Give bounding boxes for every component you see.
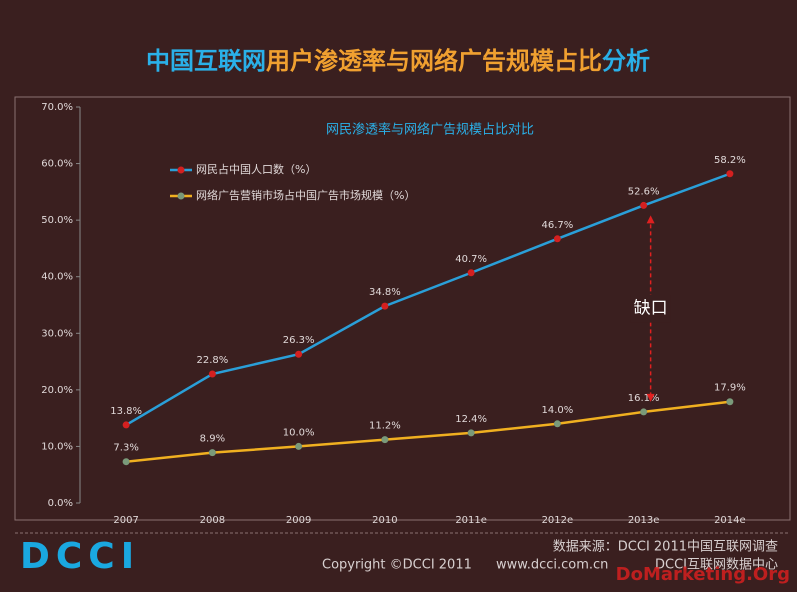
- y-tick-label: 10.0%: [41, 441, 73, 452]
- data-point: [381, 436, 389, 444]
- data-point: [640, 408, 648, 416]
- x-tick-label: 2011e: [455, 515, 487, 526]
- x-tick-label: 2012e: [542, 515, 574, 526]
- data-label: 17.9%: [714, 383, 746, 394]
- copyright: Copyright ©DCCI 2011: [322, 558, 472, 573]
- data-point: [726, 170, 734, 178]
- x-tick-label: 2008: [200, 515, 225, 526]
- x-tick-label: 2007: [113, 515, 138, 526]
- data-label: 26.3%: [283, 335, 315, 346]
- y-tick-label: 60.0%: [41, 159, 73, 170]
- data-label: 34.8%: [369, 287, 401, 298]
- data-point: [122, 421, 130, 429]
- data-point: [467, 429, 475, 437]
- series-line: [125, 172, 731, 427]
- data-label: 52.6%: [628, 186, 660, 197]
- legend-label: 网民占中国人口数（%）: [196, 162, 316, 176]
- y-tick-label: 30.0%: [41, 328, 73, 339]
- data-point: [122, 458, 130, 466]
- data-point: [553, 235, 561, 243]
- data-point: [381, 302, 389, 310]
- arrow-head: [646, 393, 655, 402]
- url: www.dcci.com.cn: [496, 558, 608, 573]
- y-tick-label: 0.0%: [48, 498, 73, 509]
- data-label: 46.7%: [541, 220, 573, 231]
- title-part: 中国互联网: [146, 47, 266, 75]
- annotation-bg: [630, 294, 671, 323]
- data-label: 58.2%: [714, 155, 746, 166]
- y-tick-label: 70.0%: [41, 102, 73, 113]
- org: DCCI互联网数据中心: [655, 558, 778, 573]
- data-label: 13.8%: [110, 406, 142, 417]
- data-label: 14.0%: [541, 405, 573, 416]
- data-point: [640, 201, 648, 209]
- data-point: [295, 442, 303, 450]
- chart-frame: [14, 96, 791, 521]
- data-point: [467, 269, 475, 277]
- title-part: 用户渗透率与网络广告规模占比: [266, 47, 602, 75]
- x-tick-label: 2013e: [628, 515, 660, 526]
- data-point: [553, 420, 561, 428]
- data-label: 11.2%: [369, 421, 401, 432]
- y-tick-label: 40.0%: [41, 272, 73, 283]
- source: 数据来源：DCCI 2011中国互联网调查: [553, 540, 778, 555]
- legend-marker: [177, 166, 185, 174]
- data-label: 10.0%: [283, 427, 315, 438]
- x-tick-label: 2010: [372, 515, 397, 526]
- data-label: 16.1%: [628, 393, 660, 404]
- y-tick-label: 20.0%: [41, 385, 73, 396]
- data-point: [295, 350, 303, 358]
- data-label: 12.4%: [455, 414, 487, 425]
- x-tick-label: 2009: [286, 515, 311, 526]
- data-point: [208, 449, 216, 457]
- watermark: DoMarketing.Org: [616, 564, 790, 585]
- arrow-head: [646, 215, 655, 224]
- annotation: 缺口: [634, 299, 668, 319]
- series-line: [125, 400, 731, 463]
- data-label: 8.9%: [200, 434, 225, 445]
- chart-subtitle: 网民渗透率与网络广告规模占比对比: [326, 122, 534, 138]
- data-label: 40.7%: [455, 254, 487, 265]
- data-label: 7.3%: [113, 443, 138, 454]
- data-label: 22.8%: [196, 355, 228, 366]
- y-tick-label: 50.0%: [41, 215, 73, 226]
- logo: DCCI: [20, 536, 140, 577]
- data-point: [726, 398, 734, 406]
- legend-label: 网络广告营销市场占中国广告市场规模（%）: [196, 188, 415, 202]
- legend-marker: [177, 192, 185, 200]
- data-point: [208, 370, 216, 378]
- title-part: 分析: [602, 47, 650, 75]
- x-tick-label: 2014e: [714, 515, 746, 526]
- chart-title: 中国互联网用户渗透率与网络广告规模占比分析: [146, 47, 650, 75]
